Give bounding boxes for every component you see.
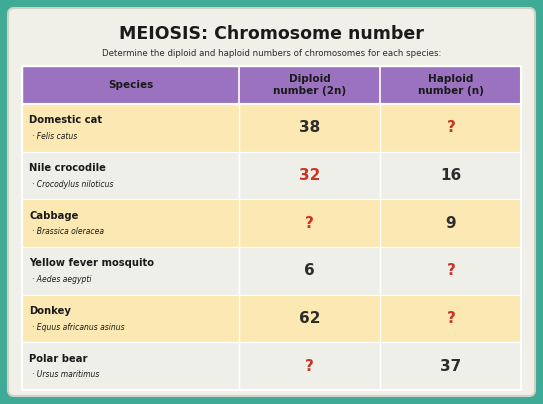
- Bar: [22, 247, 521, 295]
- Text: Donkey: Donkey: [29, 306, 71, 316]
- Bar: [22, 66, 521, 104]
- Text: 9: 9: [446, 216, 456, 231]
- Text: MEIOSIS: Chromosome number: MEIOSIS: Chromosome number: [119, 25, 424, 43]
- Bar: [22, 295, 521, 342]
- Text: 32: 32: [299, 168, 320, 183]
- Text: Cabbage: Cabbage: [29, 210, 78, 221]
- Text: 62: 62: [299, 311, 320, 326]
- Bar: [22, 199, 521, 247]
- Bar: [22, 342, 521, 390]
- Bar: [22, 66, 521, 390]
- Text: Species: Species: [108, 80, 153, 90]
- Text: 37: 37: [440, 359, 462, 374]
- Text: Determine the diploid and haploid numbers of chromosomes for each species:: Determine the diploid and haploid number…: [102, 50, 441, 59]
- Text: · Felis catus: · Felis catus: [32, 132, 77, 141]
- Text: 16: 16: [440, 168, 462, 183]
- Text: Yellow fever mosquito: Yellow fever mosquito: [29, 258, 154, 268]
- Text: ?: ?: [446, 120, 456, 135]
- Text: Domestic cat: Domestic cat: [29, 115, 102, 125]
- Text: Polar bear: Polar bear: [29, 354, 87, 364]
- Text: ?: ?: [446, 311, 456, 326]
- Text: 38: 38: [299, 120, 320, 135]
- Text: · Crocodylus niloticus: · Crocodylus niloticus: [32, 180, 113, 189]
- Text: 6: 6: [304, 263, 315, 278]
- Text: · Ursus maritimus: · Ursus maritimus: [32, 370, 99, 379]
- Bar: [22, 104, 521, 152]
- Bar: [22, 152, 521, 199]
- Text: ?: ?: [305, 216, 314, 231]
- Text: · Brassica oleracea: · Brassica oleracea: [32, 227, 104, 236]
- Text: · Equus africanus asinus: · Equus africanus asinus: [32, 322, 125, 332]
- Text: ?: ?: [305, 359, 314, 374]
- Text: Nile crocodile: Nile crocodile: [29, 163, 106, 173]
- Text: ?: ?: [446, 263, 456, 278]
- Text: Diploid
number (2n): Diploid number (2n): [273, 74, 346, 97]
- Text: · Aedes aegypti: · Aedes aegypti: [32, 275, 92, 284]
- FancyBboxPatch shape: [8, 8, 535, 396]
- Text: Haploid
number (n): Haploid number (n): [418, 74, 484, 97]
